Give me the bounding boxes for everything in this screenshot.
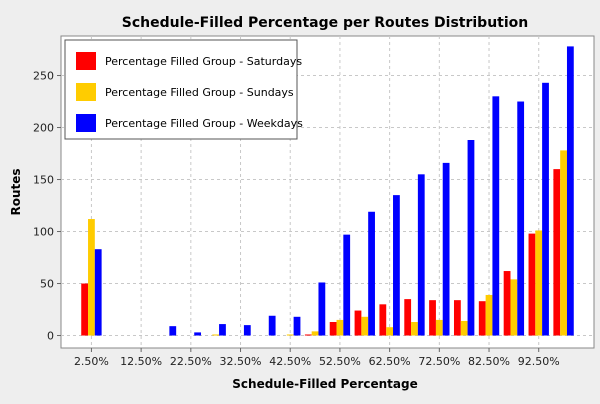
- bar: [386, 327, 394, 336]
- bar: [94, 249, 102, 336]
- y-tick-label: 50: [40, 278, 54, 291]
- bar: [354, 310, 362, 336]
- x-tick-label: 62.50%: [369, 355, 411, 368]
- x-tick-label: 2.50%: [74, 355, 109, 368]
- bar: [329, 322, 337, 336]
- bar: [460, 320, 468, 336]
- bar: [88, 219, 95, 336]
- bars: [81, 46, 574, 336]
- x-tick-label: 32.50%: [220, 355, 262, 368]
- legend-swatch: [76, 83, 96, 101]
- x-axis-label: Schedule-Filled Percentage: [232, 377, 417, 391]
- legend-swatch: [76, 52, 96, 70]
- x-tick-label: 52.50%: [319, 355, 361, 368]
- legend-label: Percentage Filled Group - Weekdays: [105, 117, 303, 130]
- bar: [404, 299, 412, 336]
- bar: [243, 325, 251, 336]
- bar: [485, 294, 493, 336]
- legend: Percentage Filled Group - Saturdays Perce…: [64, 39, 303, 140]
- bar: [417, 174, 425, 336]
- bar: [304, 334, 312, 336]
- legend-box: [64, 39, 298, 140]
- bar: [219, 324, 226, 336]
- bar: [553, 169, 561, 336]
- bar: [503, 271, 511, 336]
- bar: [318, 282, 326, 336]
- y-tick-label: 0: [47, 330, 54, 343]
- bar: [478, 301, 486, 336]
- bar: [194, 332, 202, 336]
- legend-label: Percentage Filled Group - Sundays: [105, 86, 294, 99]
- legend-swatch: [76, 114, 96, 132]
- x-tick-label: 82.50%: [468, 355, 510, 368]
- bar: [560, 150, 567, 336]
- x-tick-label: 12.50%: [120, 355, 162, 368]
- bar: [492, 96, 500, 336]
- bar: [467, 140, 475, 336]
- bar: [379, 304, 387, 336]
- bar: [368, 211, 375, 336]
- y-axis-label: Routes: [9, 168, 23, 215]
- bar: [535, 230, 543, 336]
- bar: [311, 331, 319, 336]
- y-tick-label: 150: [33, 174, 54, 187]
- x-tick-label: 42.50%: [269, 355, 311, 368]
- x-tick-label: 92.50%: [518, 355, 560, 368]
- y-tick-label: 200: [33, 122, 54, 135]
- bar: [528, 233, 536, 336]
- y-tick-label: 100: [33, 226, 54, 239]
- bar: [566, 46, 574, 336]
- axes: 0 50 100 150 200 250 2.50% 12.50% 22.50% 32.50% 42…: [33, 70, 560, 368]
- bar: [435, 319, 443, 336]
- bar: [268, 315, 276, 336]
- x-tick-label: 72.50%: [418, 355, 460, 368]
- bar: [411, 322, 418, 336]
- bar: [361, 316, 369, 336]
- bar: [442, 162, 450, 336]
- bar: [517, 101, 525, 336]
- y-tick-label: 250: [33, 70, 54, 83]
- bar: [293, 316, 301, 336]
- bar: [510, 279, 518, 336]
- bar: [286, 334, 294, 336]
- bar: [169, 326, 177, 336]
- bar: [81, 283, 89, 336]
- bar: [336, 319, 344, 336]
- bar: [453, 300, 461, 336]
- bar: [343, 234, 351, 336]
- bar: [542, 82, 549, 336]
- bar: [429, 300, 436, 336]
- x-tick-label: 22.50%: [170, 355, 212, 368]
- bar: [212, 334, 220, 336]
- chart-title: Schedule-Filled Percentage per Routes Di…: [122, 15, 529, 31]
- bar: [393, 195, 400, 336]
- legend-label: Percentage Filled Group - Saturdays: [105, 55, 302, 68]
